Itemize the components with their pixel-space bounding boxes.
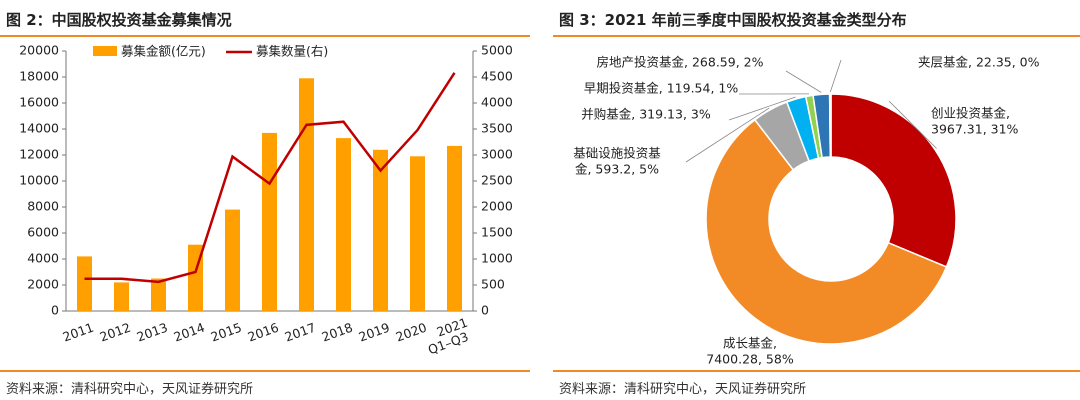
left-y-tick-label: 20000: [19, 43, 59, 58]
donut-slice-夹层基金: [828, 93, 832, 158]
right-figure-source: 资料来源：清科研究中心，天风证券研究所: [559, 382, 807, 397]
legend-line-label: 募集数量(右): [256, 44, 328, 59]
left-y-tick-label: 12000: [19, 147, 59, 162]
bar-2016: [262, 132, 277, 311]
right-y-tick-label: 4000: [481, 95, 513, 110]
bar-2013: [151, 278, 166, 311]
bar-2020: [410, 156, 425, 311]
slice-label-成长基金: 成长基金,: [723, 336, 777, 351]
leader-line-夹层基金: [829, 59, 842, 93]
right-y-tick-label: 1000: [481, 251, 513, 266]
donut-slice-成长基金: [705, 118, 948, 345]
x-tick-label: 2016: [246, 320, 281, 345]
fund-type-donut-chart: 创业投资基金,3967.31, 31% 成长基金,7400.28, 58% 基础设施…: [573, 55, 1040, 367]
fundraising-combo-chart: 0200040006000800010000120001400016000180…: [19, 43, 513, 358]
bar-2018: [336, 138, 351, 311]
x-tick-label: 2013: [135, 320, 170, 345]
right-y-tick-label: 500: [481, 277, 505, 292]
left-y-tick-label: 8000: [27, 199, 59, 214]
right-y-tick-label: 4500: [481, 69, 513, 84]
left-y-tick-label: 16000: [19, 95, 59, 110]
right-title-rule: [553, 35, 1080, 37]
bar-2011: [77, 256, 92, 311]
left-y-tick-label: 0: [51, 303, 59, 318]
x-tick-label: 2014: [172, 320, 207, 345]
x-tick-label: 2017: [283, 320, 318, 345]
left-y-tick-label: 2000: [27, 277, 59, 292]
left-y-tick-label: 6000: [27, 225, 59, 240]
slice-label-房地产投资基金: 房地产投资基金, 268.59, 2%: [597, 55, 764, 70]
bar-2012: [114, 282, 129, 311]
x-tick-label: 2015: [209, 320, 244, 345]
legend-bar-label: 募集金额(亿元): [121, 44, 206, 59]
left-figure-source: 资料来源：清科研究中心，天风证券研究所: [6, 382, 254, 397]
right-y-tick-label: 2500: [481, 173, 513, 188]
right-y-tick-label: 5000: [481, 43, 513, 58]
right-figure-title: 图 3：2021 年前三季度中国股权投资基金类型分布: [559, 11, 907, 29]
left-y-tick-label: 4000: [27, 251, 59, 266]
x-tick-label: 2020: [394, 320, 429, 345]
left-title-rule: [0, 35, 530, 37]
right-y-tick-label: 1500: [481, 225, 513, 240]
bar-2021-Q1–Q3: [447, 145, 462, 311]
donut-slice-创业投资基金: [830, 93, 957, 268]
legend-bar-swatch: [93, 46, 117, 56]
bar-2015: [225, 209, 240, 311]
right-figure-panel: 图 3：2021 年前三季度中国股权投资基金类型分布 创业投资基金, 3967.3…: [553, 0, 1080, 400]
x-tick-label: 2019: [357, 320, 392, 345]
bar-2017: [299, 78, 314, 311]
left-y-tick-label: 18000: [19, 69, 59, 84]
left-y-tick-label: 10000: [19, 173, 59, 188]
x-tick-label: 2018: [320, 320, 355, 345]
left-source-rule: [0, 370, 530, 372]
x-tick-label: 2012: [98, 320, 133, 345]
slice-label-基础设施投资基金: 金, 593.2, 5%: [575, 162, 659, 177]
x-tick-label: 2011: [61, 320, 96, 345]
bar-2019: [373, 149, 388, 311]
left-figure-title: 图 2：中国股权投资基金募集情况: [6, 11, 232, 29]
slice-label-并购基金: 并购基金, 319.13, 3%: [581, 107, 711, 122]
right-y-tick-label: 3500: [481, 121, 513, 136]
slice-label-成长基金: 7400.28, 58%: [706, 352, 794, 367]
slice-label-创业投资基金: 3967.31, 31%: [931, 122, 1019, 137]
left-y-tick-label: 14000: [19, 121, 59, 136]
slice-label-夹层基金: 夹层基金, 22.35, 0%: [918, 55, 1040, 70]
leader-line-创业投资基金: [888, 100, 937, 149]
right-y-tick-label: 3000: [481, 147, 513, 162]
slice-label-早期投资基金: 早期投资基金, 119.54, 1%: [584, 81, 739, 96]
leader-line-并购基金: [728, 96, 796, 121]
left-figure-panel: 图 2：中国股权投资基金募集情况 0 2000 4000 6000 8000 10000 1…: [0, 0, 530, 400]
right-y-tick-label: 0: [481, 303, 489, 318]
slice-label-创业投资基金: 创业投资基金,: [931, 106, 1010, 121]
right-y-tick-label: 2000: [481, 199, 513, 214]
right-source-rule: [553, 370, 1080, 372]
slice-label-基础设施投资基金: 基础设施投资基: [573, 146, 661, 161]
leader-line-房地产投资基金: [785, 70, 822, 93]
leader-line-基础设施投资基金: [685, 107, 770, 163]
